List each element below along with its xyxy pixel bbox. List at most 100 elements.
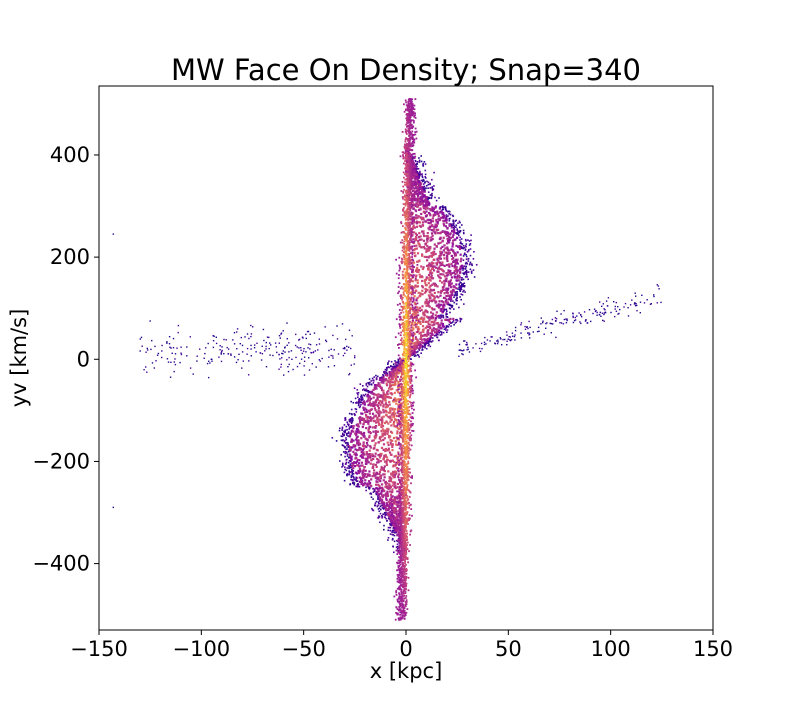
density-cell [402, 207, 405, 210]
density-cell [383, 378, 386, 381]
density-cell [383, 473, 386, 476]
density-cell [346, 444, 348, 446]
density-cell [465, 273, 468, 275]
density-cell [437, 314, 440, 317]
density-cell [431, 224, 434, 227]
density-cell [399, 454, 402, 457]
density-cell [431, 271, 434, 274]
density-cell [458, 234, 460, 237]
density-cell [346, 467, 348, 469]
density-cell [408, 241, 411, 244]
density-cell [338, 429, 341, 432]
density-cell [448, 265, 451, 268]
density-cell [419, 336, 423, 339]
density-cell [389, 529, 391, 532]
density-cell [472, 258, 475, 260]
density-cell [442, 285, 445, 289]
density-cell [444, 318, 447, 321]
density-cell [406, 306, 409, 309]
density-cell [408, 514, 411, 516]
density-cell [365, 408, 368, 412]
density-cell [345, 451, 348, 453]
density-cell [426, 340, 429, 343]
density-cell [367, 429, 370, 432]
density-cell [344, 466, 346, 468]
density-cell [460, 242, 462, 245]
density-cell [398, 369, 401, 372]
density-cell [429, 284, 432, 287]
density-cell [365, 388, 368, 391]
density-cell [455, 299, 458, 302]
density-cell [449, 311, 451, 314]
density-cell [459, 319, 462, 321]
density-cell [357, 439, 360, 442]
density-cell [376, 430, 379, 433]
density-cell [405, 523, 408, 525]
density-cell [456, 236, 459, 239]
density-cell [354, 452, 358, 455]
density-cell [407, 327, 409, 330]
density-cell [446, 319, 449, 322]
density-cell [398, 507, 401, 510]
density-cell [418, 175, 420, 178]
density-cell [448, 294, 451, 297]
density-cell [459, 317, 461, 320]
density-cell [439, 327, 442, 330]
density-cell [368, 449, 371, 452]
density-cell [380, 411, 383, 414]
density-cell [422, 330, 425, 333]
density-cell [358, 459, 361, 462]
density-cell [400, 408, 404, 411]
density-cell [397, 545, 399, 548]
density-cell [465, 243, 468, 245]
density-cell [378, 456, 382, 459]
density-cell [413, 195, 415, 197]
density-cell [347, 435, 349, 437]
density-cell [352, 439, 355, 442]
density-cell [407, 441, 410, 444]
density-cell [411, 153, 414, 156]
density-cell [374, 432, 377, 435]
density-cell [380, 498, 384, 502]
density-cell [429, 332, 432, 335]
density-cell [411, 169, 414, 172]
density-cell [405, 168, 408, 171]
density-cell [400, 569, 402, 571]
density-cell [458, 231, 461, 234]
density-cell [421, 200, 424, 203]
density-cell [386, 458, 389, 462]
density-cell [420, 246, 423, 249]
density-cell [441, 310, 444, 313]
density-cell [422, 165, 425, 167]
density-cell [347, 431, 350, 433]
density-cell [421, 223, 424, 227]
density-cell [380, 446, 384, 449]
density-cell [420, 238, 423, 241]
density-cell [435, 199, 438, 202]
density-cell [435, 295, 438, 298]
density-cell [429, 221, 432, 224]
density-cell [451, 235, 454, 239]
density-cell [376, 457, 379, 461]
density-cell [388, 360, 390, 362]
density-cell [450, 248, 453, 251]
density-cell [402, 396, 405, 399]
density-cell [440, 210, 443, 213]
density-cell [414, 183, 417, 186]
density-cell [464, 245, 467, 247]
density-cell [418, 346, 421, 349]
density-cell [397, 467, 400, 470]
density-cell [384, 431, 387, 434]
density-cell [441, 245, 444, 248]
density-cell [453, 271, 456, 274]
density-cell [405, 249, 408, 252]
density-cell [418, 203, 421, 206]
density-cell [383, 396, 386, 399]
density-cell [450, 291, 453, 295]
density-cell [414, 117, 417, 119]
density-cell [365, 460, 369, 464]
density-cell [393, 512, 397, 515]
density-cell [446, 302, 449, 306]
density-cell [418, 238, 421, 241]
density-cell [395, 379, 398, 382]
